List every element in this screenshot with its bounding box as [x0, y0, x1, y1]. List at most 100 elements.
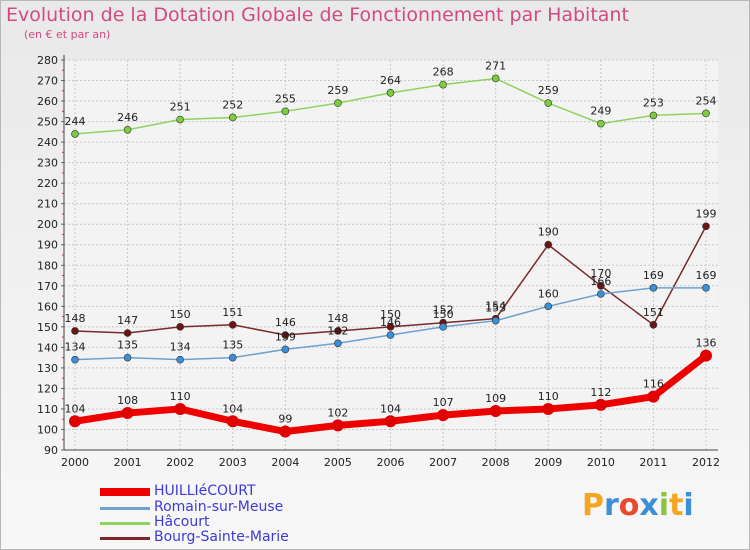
data-point [544, 99, 553, 107]
data-point [649, 284, 658, 292]
data-label: 271 [485, 59, 506, 72]
data-point [334, 327, 342, 335]
x-tick-label: 2001 [114, 456, 142, 469]
y-tick-label: 250 [37, 116, 58, 129]
x-tick-label: 2009 [534, 456, 562, 469]
data-label: 112 [590, 386, 611, 399]
data-point [386, 331, 395, 339]
data-label: 150 [380, 308, 401, 321]
data-point [228, 320, 237, 329]
logo-letter: o [618, 488, 640, 523]
data-point [228, 113, 237, 122]
logo-letter: i [658, 488, 670, 523]
logo-letter: x [639, 488, 659, 523]
data-point [702, 284, 710, 292]
data-point [384, 415, 397, 428]
data-point [597, 290, 605, 298]
plot-area [64, 60, 718, 450]
data-point [700, 349, 712, 362]
data-label: 99 [278, 413, 292, 426]
data-label: 166 [590, 275, 611, 288]
data-point [331, 419, 344, 432]
logo-letter: t [669, 488, 684, 523]
data-point [491, 316, 500, 325]
data-label: 148 [65, 312, 86, 325]
data-point [702, 109, 710, 118]
data-point [544, 240, 553, 249]
data-label: 160 [538, 287, 559, 300]
data-label: 151 [643, 306, 664, 319]
data-point [281, 331, 290, 339]
y-tick-label: 230 [37, 157, 58, 170]
data-point [174, 402, 187, 415]
data-label: 109 [485, 392, 506, 405]
data-point [489, 405, 502, 417]
x-tick-label: 2005 [324, 456, 352, 469]
data-label: 104 [65, 402, 86, 415]
data-label: 154 [485, 300, 506, 313]
y-tick-label: 110 [37, 403, 58, 416]
data-point [121, 407, 134, 420]
legend-label: Bourg-Sainte-Marie [154, 529, 289, 545]
data-label: 135 [117, 339, 138, 352]
logo-letter: i [683, 488, 694, 523]
data-label: 104 [222, 402, 243, 415]
data-label: 151 [222, 306, 243, 319]
data-point [702, 222, 710, 231]
data-point [542, 402, 555, 415]
legend-label: Hâcourt [154, 514, 210, 530]
x-tick-label: 2004 [271, 456, 299, 469]
data-point [439, 323, 447, 331]
data-label: 147 [117, 314, 138, 327]
data-point [176, 355, 184, 364]
data-label: 153 [485, 302, 506, 315]
data-label: 268 [433, 66, 454, 79]
legend-swatch [100, 506, 150, 510]
x-tick-label: 2010 [587, 456, 615, 469]
data-label: 134 [65, 341, 86, 354]
x-tick-label: 2002 [166, 456, 194, 469]
data-label: 253 [643, 96, 664, 109]
data-label: 244 [65, 115, 86, 128]
data-label: 116 [643, 378, 664, 391]
y-tick-label: 180 [37, 259, 58, 272]
data-label: 110 [170, 390, 191, 403]
data-point [123, 353, 132, 362]
data-point [386, 323, 395, 331]
data-label: 134 [170, 341, 191, 354]
data-point [649, 320, 658, 329]
data-label: 264 [380, 74, 401, 87]
x-tick-label: 2003 [219, 456, 247, 469]
data-point [594, 398, 607, 411]
data-point [176, 115, 184, 124]
x-tick-label: 2008 [482, 456, 510, 469]
logo-letter: P [582, 488, 604, 523]
data-point [176, 323, 184, 331]
data-point [334, 339, 342, 348]
proxiti-logo: Proxiti [582, 488, 694, 523]
data-label: 136 [696, 337, 717, 350]
x-tick-label: 2007 [429, 456, 457, 469]
chart-title: Evolution de la Dotation Globale de Fonc… [6, 4, 629, 26]
data-point [71, 130, 79, 138]
legend-label: HUILLIéCOURT [154, 483, 256, 499]
data-point [228, 353, 237, 362]
data-point [334, 99, 342, 107]
data-label: 169 [643, 269, 664, 282]
legend-swatch [100, 521, 150, 525]
data-point [597, 281, 605, 290]
x-tick-label: 2000 [61, 456, 89, 469]
data-point [491, 74, 500, 83]
data-label: 142 [327, 324, 348, 337]
y-tick-label: 150 [37, 321, 58, 334]
data-point [71, 327, 79, 335]
data-label: 251 [170, 101, 191, 114]
data-label: 107 [433, 396, 454, 409]
data-label: 139 [275, 330, 296, 343]
data-label: 254 [696, 94, 717, 107]
data-point [386, 89, 395, 97]
y-tick-label: 170 [37, 280, 58, 293]
data-point [123, 125, 132, 134]
data-label: 152 [433, 304, 454, 317]
y-tick-label: 130 [37, 362, 58, 375]
